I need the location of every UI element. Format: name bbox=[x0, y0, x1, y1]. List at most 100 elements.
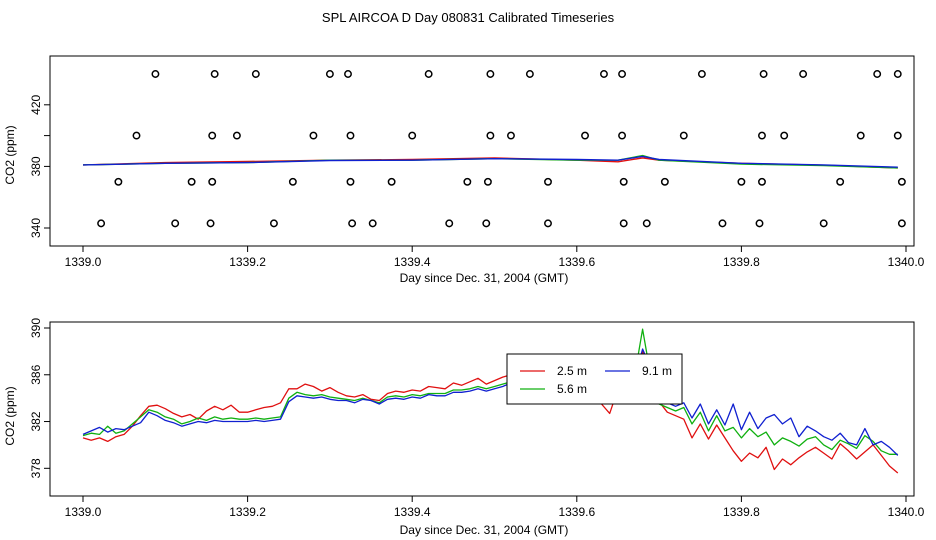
series-lines bbox=[82, 154, 898, 169]
calibration-point bbox=[210, 70, 219, 78]
calibration-point bbox=[893, 131, 902, 140]
calibration-point bbox=[482, 219, 491, 228]
legend-label-5-6m: 5.6 m bbox=[557, 382, 587, 396]
calibration-point bbox=[325, 70, 334, 78]
y-tick-label: 340 bbox=[29, 218, 43, 238]
calibration-point bbox=[759, 70, 768, 78]
y-axis: 340 380 420 bbox=[29, 94, 50, 238]
calibration-point bbox=[697, 70, 706, 78]
x-axis: 1339.0 1339.2 1339.4 1339.6 1339.8 1340.0 bbox=[65, 496, 925, 519]
calibration-point bbox=[171, 219, 180, 228]
series-line-5-6m bbox=[82, 328, 898, 455]
series-line-2-5m bbox=[82, 349, 899, 474]
calibration-point bbox=[718, 219, 727, 228]
top-panel: 1339.0 1339.2 1339.4 1339.6 1339.8 1340.0 340… bbox=[3, 55, 925, 285]
series-line-9-1m bbox=[82, 348, 899, 456]
y-tick-label: 378 bbox=[29, 458, 43, 478]
bottom-panel: 1339.0 1339.2 1339.4 1339.6 1339.8 1340.0 378… bbox=[3, 318, 925, 537]
calibration-point bbox=[600, 70, 608, 78]
calibration-point bbox=[288, 177, 297, 186]
calibration-point bbox=[346, 177, 355, 186]
x-tick-label: 1339.8 bbox=[723, 505, 760, 519]
y-tick-label: 390 bbox=[29, 318, 43, 338]
x-tick-label: 1339.4 bbox=[394, 505, 431, 519]
calibration-point bbox=[619, 219, 628, 228]
calibration-point bbox=[232, 131, 241, 140]
x-tick-label: 1339.4 bbox=[394, 255, 431, 269]
calibration-point bbox=[836, 177, 845, 186]
legend-label-9-1m: 9.1 m bbox=[642, 364, 672, 378]
calibration-point bbox=[799, 70, 808, 78]
calibration-point bbox=[309, 131, 318, 140]
calibration-point bbox=[387, 177, 396, 186]
plot-frame bbox=[49, 55, 915, 247]
x-tick-label: 1339.2 bbox=[229, 505, 266, 519]
x-tick-label: 1340.0 bbox=[888, 255, 925, 269]
calibration-point bbox=[208, 131, 217, 140]
y-tick-label: 380 bbox=[29, 156, 43, 176]
plot-frame bbox=[49, 321, 915, 497]
page-title: SPL AIRCOA D Day 080831 Calibrated Times… bbox=[322, 10, 615, 25]
y-tick-label: 386 bbox=[29, 364, 43, 384]
calibration-point bbox=[114, 177, 123, 186]
calibration-point bbox=[737, 177, 746, 186]
x-axis: 1339.0 1339.2 1339.4 1339.6 1339.8 1340.0 bbox=[65, 246, 925, 269]
x-tick-label: 1339.0 bbox=[65, 505, 102, 519]
calibration-point bbox=[780, 131, 789, 140]
calibration-point bbox=[660, 177, 669, 186]
y-axis-label: CO2 (ppm) bbox=[3, 386, 17, 445]
y-tick-label: 420 bbox=[29, 94, 43, 114]
calibration-point bbox=[619, 177, 628, 186]
calibration-point bbox=[132, 131, 141, 140]
calibration-point bbox=[893, 70, 902, 78]
x-axis-label: Day since Dec. 31, 2004 (GMT) bbox=[400, 523, 569, 537]
calibration-point bbox=[507, 131, 515, 140]
calibration-point bbox=[581, 131, 589, 140]
calibration-point bbox=[151, 70, 160, 78]
x-tick-label: 1339.0 bbox=[65, 255, 102, 269]
calibration-point bbox=[856, 131, 865, 140]
y-axis-label: CO2 (ppm) bbox=[3, 125, 17, 184]
calibration-point bbox=[187, 177, 196, 186]
y-axis: 378 382 386 390 bbox=[29, 318, 50, 478]
y-tick-label: 382 bbox=[29, 411, 43, 431]
calibration-point bbox=[755, 219, 764, 228]
calibration-point bbox=[483, 177, 492, 186]
calibration-point bbox=[206, 219, 215, 228]
calibration-point bbox=[486, 70, 495, 78]
calibration-point bbox=[346, 131, 355, 140]
calibration-point bbox=[544, 177, 552, 186]
calibration-point bbox=[445, 219, 454, 228]
calibration-point bbox=[408, 131, 417, 140]
x-tick-label: 1339.8 bbox=[723, 255, 760, 269]
legend-label-2-5m: 2.5 m bbox=[557, 364, 587, 378]
calibration-point bbox=[544, 219, 552, 228]
calibration-point bbox=[525, 70, 534, 78]
calibration-point bbox=[269, 219, 278, 228]
calibration-point bbox=[97, 219, 106, 228]
calibration-point bbox=[251, 70, 260, 78]
calibration-point bbox=[897, 177, 906, 186]
calibration-point bbox=[897, 219, 906, 228]
calibration-point bbox=[618, 70, 627, 78]
calibration-point bbox=[463, 177, 472, 186]
series-lines bbox=[82, 328, 899, 474]
calibration-point bbox=[618, 131, 627, 140]
calibration-point bbox=[368, 219, 377, 228]
calibration-points bbox=[97, 70, 906, 228]
calibration-point bbox=[758, 131, 766, 140]
calibration-point bbox=[486, 131, 495, 140]
calibration-point bbox=[642, 219, 651, 228]
calibration-point bbox=[424, 70, 433, 78]
x-tick-label: 1339.6 bbox=[558, 255, 595, 269]
calibration-point bbox=[758, 177, 766, 186]
x-tick-label: 1339.6 bbox=[558, 505, 595, 519]
legend: 2.5 m 9.1 m 5.6 m bbox=[506, 353, 683, 405]
legend-box bbox=[506, 353, 683, 405]
calibration-point bbox=[819, 219, 828, 228]
x-tick-label: 1339.2 bbox=[229, 255, 266, 269]
x-tick-label: 1340.0 bbox=[888, 505, 925, 519]
x-axis-label: Day since Dec. 31, 2004 (GMT) bbox=[400, 271, 569, 285]
series-line-9-1m bbox=[82, 155, 898, 168]
